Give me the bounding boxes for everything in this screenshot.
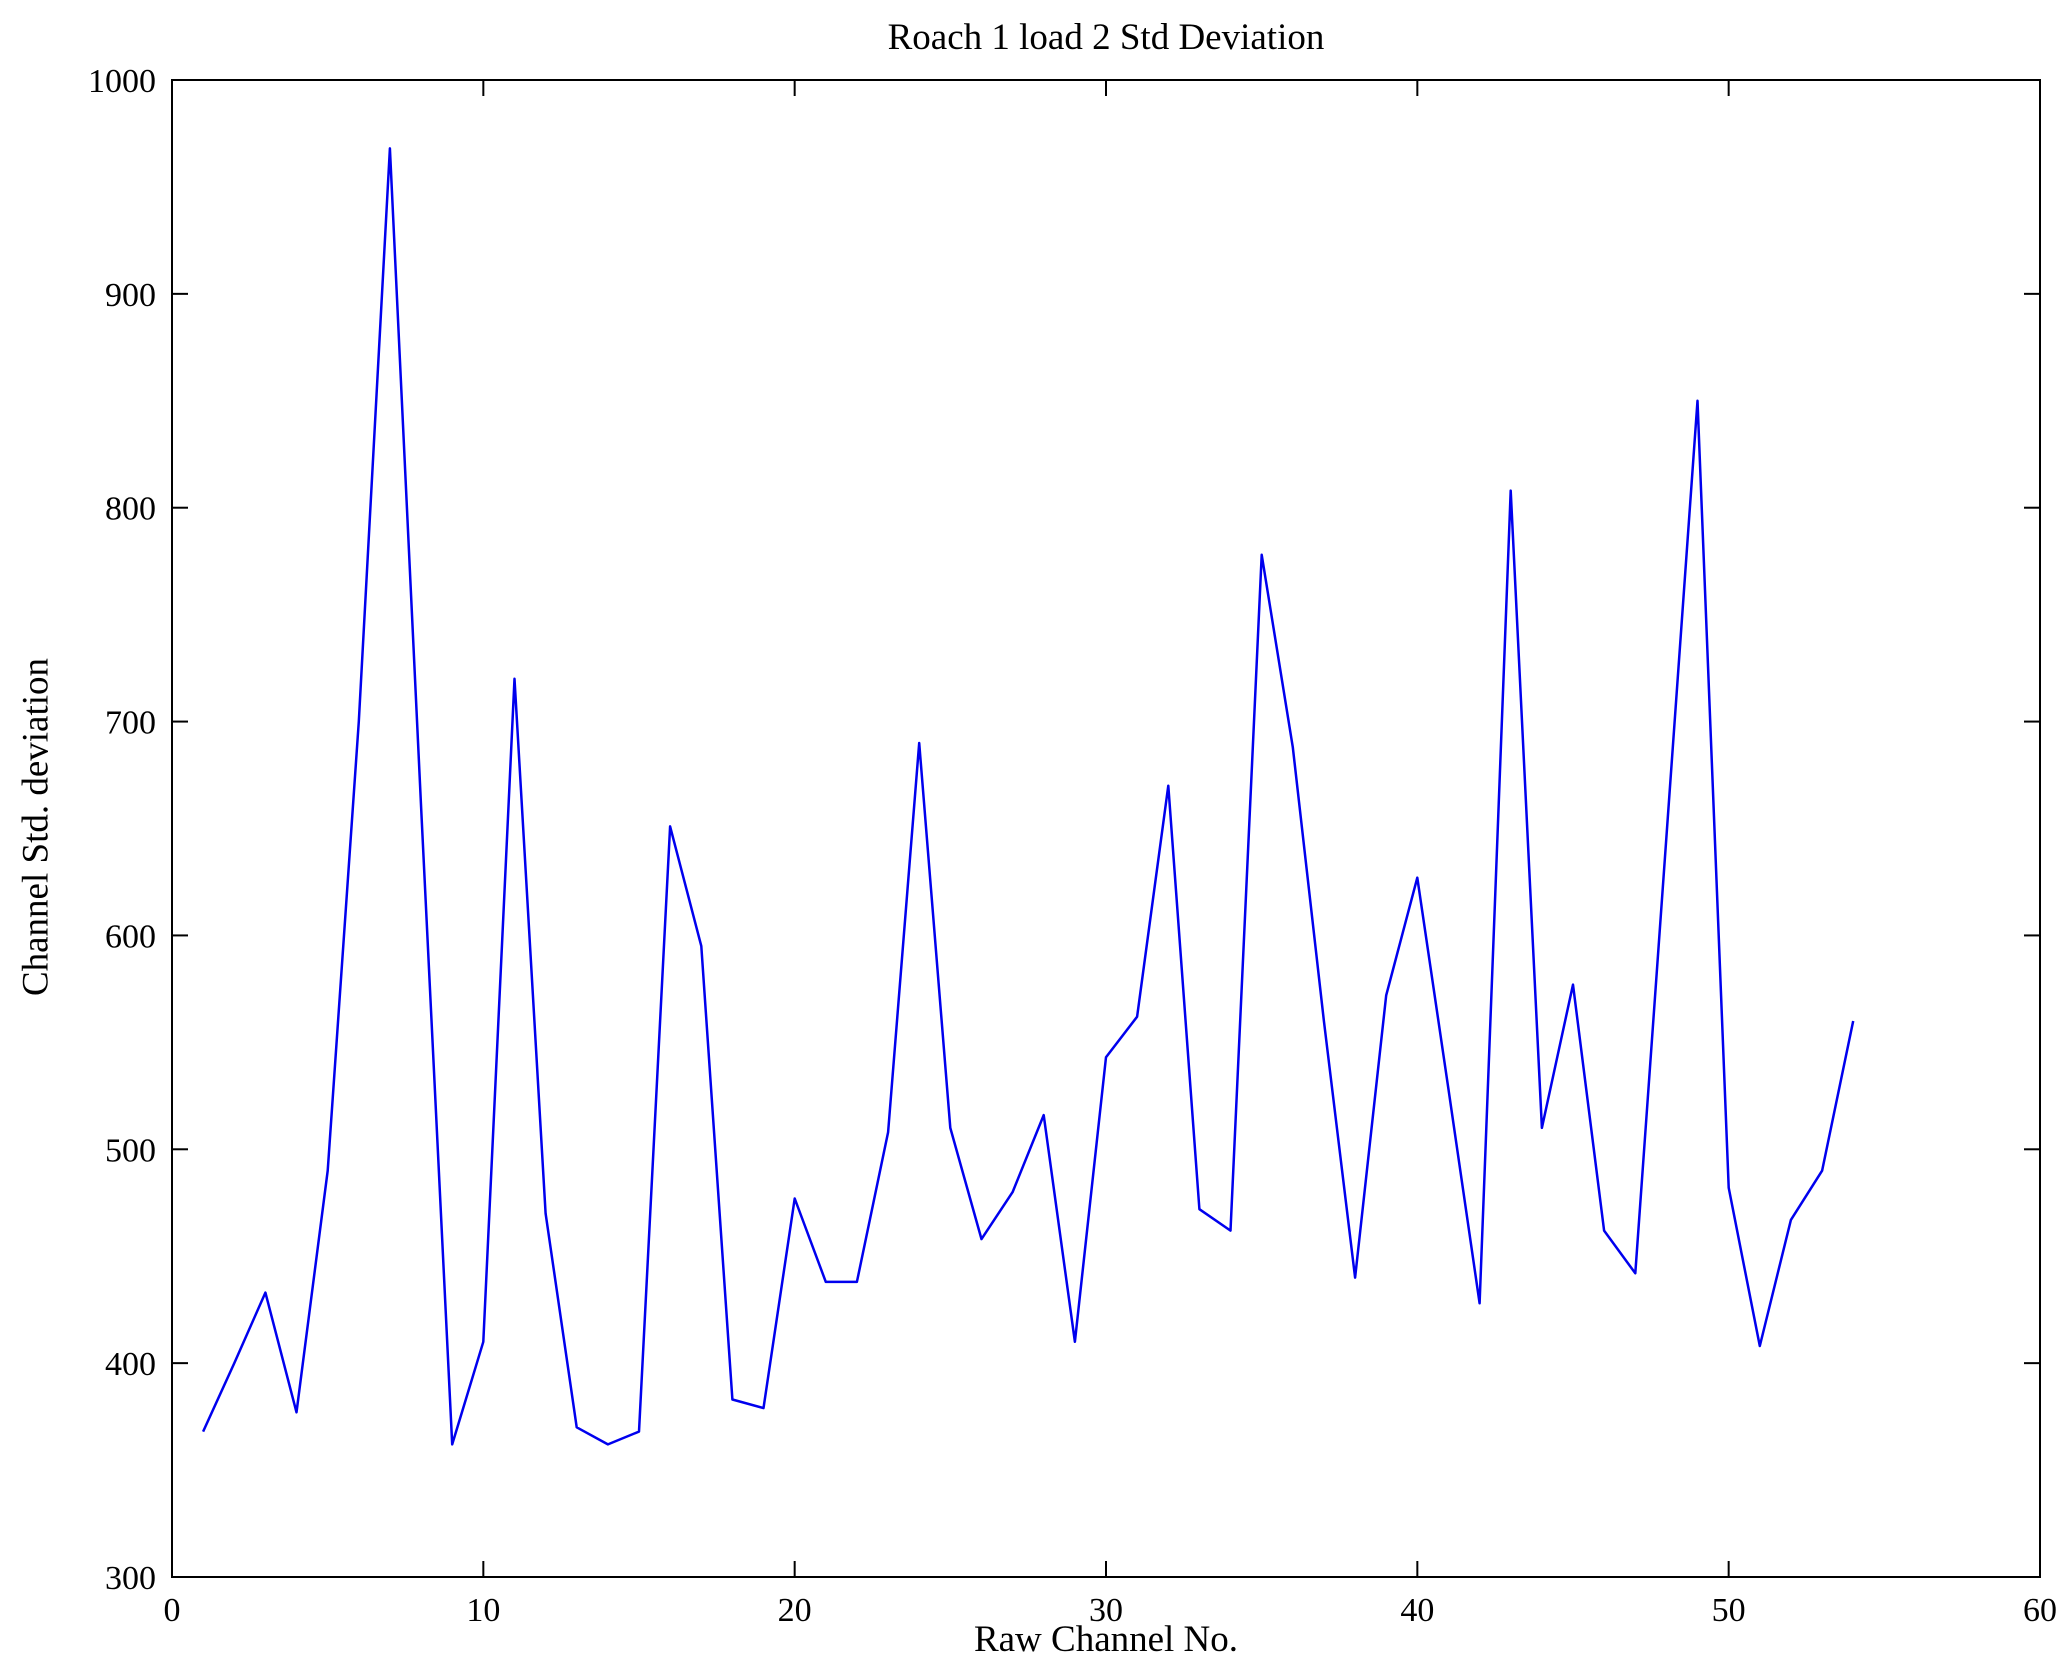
y-axis-label: Channel Std. deviation bbox=[15, 657, 57, 997]
y-tick-label: 800 bbox=[105, 491, 156, 528]
y-tick-label: 400 bbox=[105, 1346, 156, 1383]
x-tick-label: 20 bbox=[778, 1592, 812, 1629]
y-tick-label: 500 bbox=[105, 1132, 156, 1169]
data-line bbox=[201, 147, 1855, 1446]
x-axis-label: Raw Channel No. bbox=[973, 1619, 1239, 1660]
y-tick-label: 900 bbox=[105, 277, 156, 314]
chart-title: Roach 1 load 2 Std Deviation bbox=[887, 17, 1325, 58]
x-tick-label: 30 bbox=[1089, 1592, 1123, 1629]
y-tick-label: 300 bbox=[105, 1560, 156, 1597]
axis-frame bbox=[171, 79, 2041, 1578]
x-tick-label: 50 bbox=[1712, 1592, 1746, 1629]
x-tick-label: 10 bbox=[466, 1592, 500, 1629]
x-tick-label: 0 bbox=[164, 1592, 181, 1629]
y-tick-label: 1000 bbox=[88, 63, 156, 100]
x-tick-label: 60 bbox=[2023, 1592, 2057, 1629]
y-tick-label: 700 bbox=[105, 705, 156, 742]
y-tick-label: 600 bbox=[105, 918, 156, 955]
x-tick-label: 40 bbox=[1400, 1592, 1434, 1629]
